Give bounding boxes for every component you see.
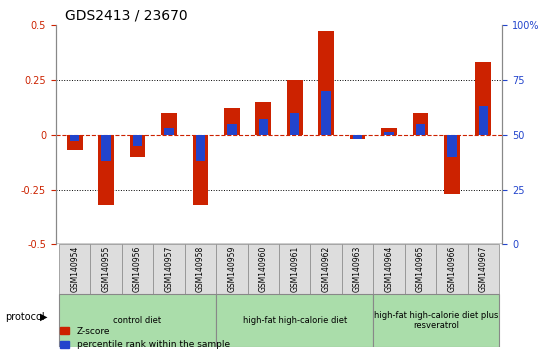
FancyBboxPatch shape bbox=[468, 244, 499, 293]
Bar bbox=[321, 91, 331, 135]
Bar bbox=[416, 124, 425, 135]
FancyBboxPatch shape bbox=[436, 244, 468, 293]
Bar bbox=[353, 135, 362, 139]
Bar bbox=[258, 119, 268, 135]
FancyBboxPatch shape bbox=[310, 244, 342, 293]
Text: GSM140965: GSM140965 bbox=[416, 245, 425, 292]
Text: GSM140967: GSM140967 bbox=[479, 245, 488, 292]
FancyBboxPatch shape bbox=[216, 244, 248, 293]
Bar bbox=[412, 113, 429, 135]
Bar bbox=[193, 135, 208, 205]
Bar bbox=[102, 135, 111, 161]
Bar bbox=[318, 32, 334, 135]
FancyBboxPatch shape bbox=[248, 244, 279, 293]
Bar bbox=[133, 135, 142, 145]
Text: GSM140957: GSM140957 bbox=[165, 245, 174, 292]
Text: GSM140963: GSM140963 bbox=[353, 245, 362, 292]
FancyBboxPatch shape bbox=[216, 293, 373, 347]
Bar bbox=[70, 135, 79, 141]
Bar bbox=[475, 62, 491, 135]
Text: high-fat high-calorie diet plus
resveratrol: high-fat high-calorie diet plus resverat… bbox=[374, 310, 498, 330]
FancyBboxPatch shape bbox=[342, 244, 373, 293]
FancyBboxPatch shape bbox=[279, 244, 310, 293]
Text: GDS2413 / 23670: GDS2413 / 23670 bbox=[65, 8, 187, 22]
FancyBboxPatch shape bbox=[185, 244, 216, 293]
Text: GSM140955: GSM140955 bbox=[102, 245, 110, 292]
Text: control diet: control diet bbox=[113, 316, 162, 325]
Bar bbox=[384, 132, 394, 135]
Text: ▶: ▶ bbox=[40, 312, 47, 322]
Text: GSM140959: GSM140959 bbox=[227, 245, 237, 292]
Bar bbox=[290, 113, 300, 135]
Text: GSM140966: GSM140966 bbox=[448, 245, 456, 292]
FancyBboxPatch shape bbox=[405, 244, 436, 293]
Bar bbox=[129, 135, 146, 156]
Text: high-fat high-calorie diet: high-fat high-calorie diet bbox=[243, 316, 347, 325]
Text: GSM140964: GSM140964 bbox=[384, 245, 393, 292]
FancyBboxPatch shape bbox=[59, 293, 216, 347]
Text: GSM140958: GSM140958 bbox=[196, 245, 205, 292]
Legend: Z-score, percentile rank within the sample: Z-score, percentile rank within the samp… bbox=[60, 327, 230, 349]
Bar bbox=[350, 135, 365, 139]
Bar bbox=[67, 135, 83, 150]
FancyBboxPatch shape bbox=[153, 244, 185, 293]
Text: GSM140962: GSM140962 bbox=[321, 245, 331, 292]
Bar bbox=[444, 135, 460, 194]
Text: GSM140954: GSM140954 bbox=[70, 245, 79, 292]
Bar bbox=[196, 135, 205, 161]
Bar bbox=[224, 108, 240, 135]
Bar bbox=[98, 135, 114, 205]
Bar bbox=[161, 113, 177, 135]
FancyBboxPatch shape bbox=[373, 244, 405, 293]
Text: GSM140960: GSM140960 bbox=[259, 245, 268, 292]
Bar bbox=[256, 102, 271, 135]
Text: GSM140961: GSM140961 bbox=[290, 245, 299, 292]
FancyBboxPatch shape bbox=[90, 244, 122, 293]
Bar bbox=[287, 80, 302, 135]
FancyBboxPatch shape bbox=[373, 293, 499, 347]
Bar bbox=[227, 124, 237, 135]
Text: GSM140956: GSM140956 bbox=[133, 245, 142, 292]
FancyBboxPatch shape bbox=[59, 244, 90, 293]
Text: protocol: protocol bbox=[6, 312, 45, 322]
Bar bbox=[381, 128, 397, 135]
Bar bbox=[447, 135, 456, 156]
FancyBboxPatch shape bbox=[122, 244, 153, 293]
Bar bbox=[164, 128, 174, 135]
Bar bbox=[479, 106, 488, 135]
